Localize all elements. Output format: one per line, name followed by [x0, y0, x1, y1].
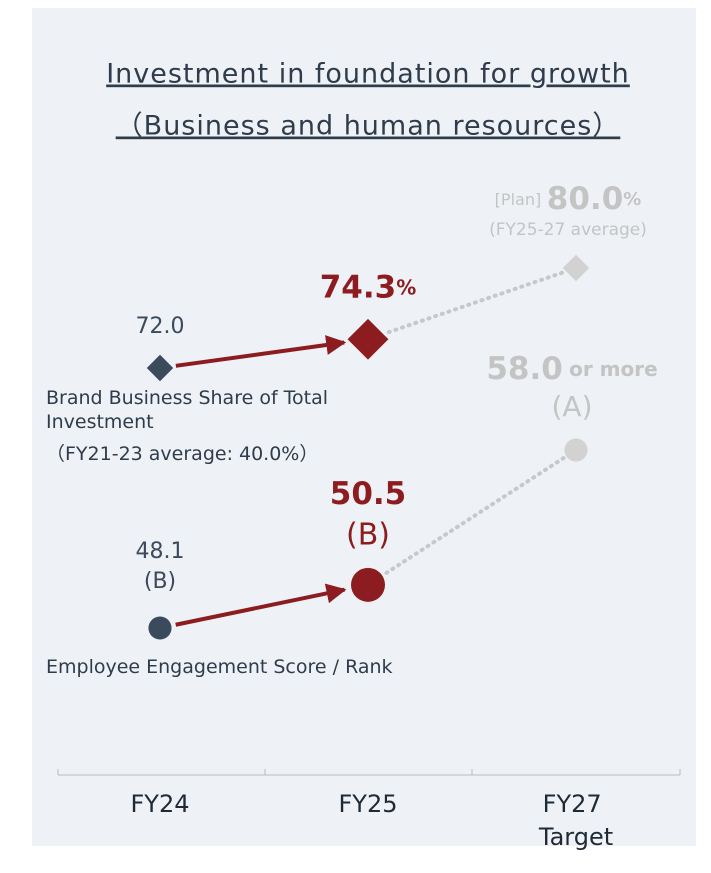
value-label: 50.5	[330, 476, 407, 512]
chart-title: （Business and human resources）	[116, 111, 621, 142]
rank-label: (B)	[346, 518, 390, 553]
circle-marker	[564, 438, 588, 462]
chart-title: Investment in foundation for growth	[106, 59, 630, 90]
trend-arrow	[175, 335, 347, 368]
data-label-unit: %	[396, 275, 416, 299]
trend-arrow	[175, 583, 347, 627]
data-label: 74.3%	[320, 269, 417, 305]
plan-label: [Plan]	[495, 190, 542, 209]
value-label: 74.3%	[320, 269, 417, 305]
data-label-number: 80.0	[547, 181, 624, 217]
target-suffix: or more	[569, 357, 658, 381]
x-tick-line: Target	[538, 823, 613, 851]
rank-label: (A)	[551, 390, 592, 423]
x-tick-label: FY25	[338, 790, 397, 818]
panel	[32, 8, 696, 846]
data-label: 72.0	[136, 314, 185, 339]
x-tick-label: FY24	[130, 790, 189, 818]
diamond-marker	[347, 318, 389, 360]
plan-connector	[386, 270, 565, 335]
x-tick-line: FY27	[543, 790, 610, 818]
series-name: Brand Business Share of Total Investment	[46, 387, 329, 433]
data-label: 58.0	[486, 351, 563, 387]
series-name: Employee Engagement Score / Rank	[46, 656, 393, 678]
rank-label: (B)	[144, 569, 176, 594]
x-tick-label: FY27 Target	[538, 790, 613, 851]
data-label: 80.0%	[547, 181, 642, 217]
circle-marker	[351, 567, 385, 602]
diamond-marker	[146, 354, 174, 382]
value-label: 48.1	[136, 539, 185, 564]
plan-connector	[384, 455, 567, 575]
data-label-number: 74.3	[320, 269, 397, 305]
value-label: 58.0 or more	[486, 351, 657, 387]
diamond-marker	[562, 254, 590, 282]
value-label: [Plan] 80.0%	[495, 181, 642, 217]
plan-period: (FY25-27 average)	[489, 220, 647, 240]
series-note: （FY21-23 average: 40.0%）	[46, 443, 319, 465]
data-label: 48.1	[136, 539, 185, 564]
data-label-unit: %	[623, 189, 641, 210]
data-label: 50.5	[330, 476, 407, 512]
value-label: 72.0	[136, 314, 185, 339]
circle-marker	[148, 616, 172, 640]
